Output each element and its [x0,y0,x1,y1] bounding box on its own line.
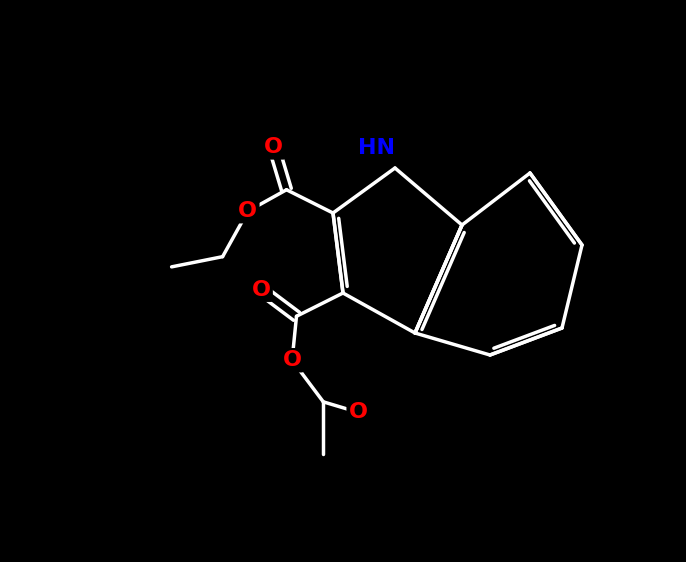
Text: HN: HN [359,138,396,158]
Text: O: O [238,201,257,221]
Text: O: O [252,280,271,300]
Text: O: O [348,402,368,422]
Text: O: O [283,350,302,370]
Text: O: O [264,137,283,157]
